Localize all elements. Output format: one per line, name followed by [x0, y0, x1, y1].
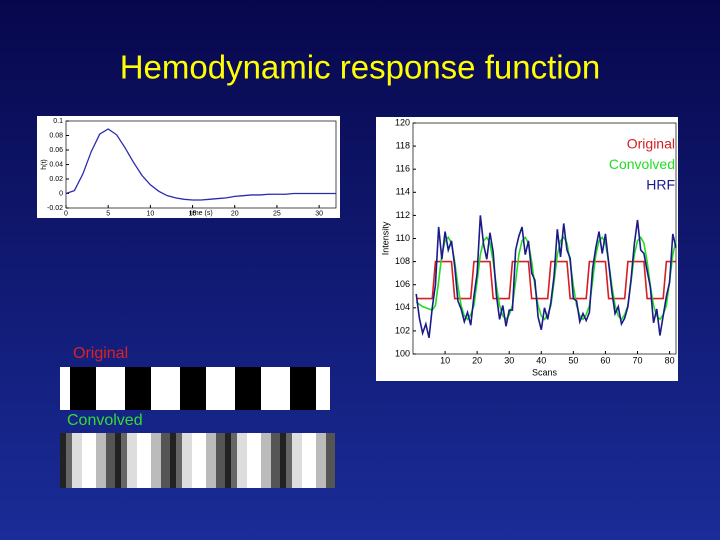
- x-tick-label: 60: [600, 356, 610, 366]
- chart-panel: [37, 116, 340, 218]
- convolved-strip: [60, 433, 335, 488]
- y-tick-label: 0.08: [49, 132, 63, 139]
- strip-label: Original: [73, 345, 128, 362]
- x-tick-label: 30: [315, 210, 323, 217]
- y-axis-label: h(t): [41, 159, 48, 170]
- y-tick-label: 0: [59, 190, 63, 197]
- strip-label: Convolved: [67, 412, 143, 429]
- y-tick-label: 104: [395, 302, 410, 312]
- legend-entry: HRF: [646, 177, 675, 193]
- x-tick-label: 80: [665, 356, 675, 366]
- y-tick-label: 112: [396, 210, 410, 220]
- x-tick-label: 70: [633, 356, 643, 366]
- x-tick-label: 50: [568, 356, 578, 366]
- x-tick-label: 40: [536, 356, 546, 366]
- x-tick-label: 10: [146, 210, 154, 217]
- y-tick-label: 102: [395, 325, 410, 335]
- series-line: [65, 128, 336, 201]
- x-axis-label: Scans: [532, 367, 558, 377]
- y-tick-label: 106: [395, 279, 410, 289]
- x-tick-label: 20: [472, 356, 482, 366]
- y-axis-label: Intensity: [380, 221, 390, 255]
- y-tick-label: 108: [395, 256, 410, 266]
- y-tick-label: 0.02: [49, 176, 63, 183]
- original-strip: [60, 367, 330, 410]
- series-line: [415, 215, 677, 339]
- x-tick-label: 5: [106, 210, 110, 217]
- x-tick-label: 30: [504, 356, 514, 366]
- legend-entry: Convolved: [609, 156, 675, 172]
- y-tick-label: -0.02: [47, 205, 63, 212]
- y-tick-label: 116: [396, 164, 410, 174]
- x-tick-label: 0: [64, 210, 68, 217]
- y-tick-label: 0.04: [49, 161, 63, 168]
- y-tick-label: 120: [395, 117, 410, 127]
- y-tick-label: 100: [395, 348, 410, 358]
- x-tick-label: 25: [273, 210, 281, 217]
- x-tick-label: 10: [440, 356, 450, 366]
- x-tick-label: 15: [189, 210, 197, 217]
- slide-title: Hemodynamic response function: [120, 49, 601, 86]
- y-tick-label: 0.1: [53, 118, 63, 125]
- legend-entry: Original: [627, 136, 675, 152]
- y-tick-label: 0.06: [49, 147, 63, 154]
- y-tick-label: 118: [396, 140, 410, 150]
- x-tick-label: 20: [231, 210, 239, 217]
- x-axis-label: time (s): [189, 210, 212, 217]
- y-tick-label: 114: [396, 187, 410, 197]
- y-tick-label: 110: [396, 233, 410, 243]
